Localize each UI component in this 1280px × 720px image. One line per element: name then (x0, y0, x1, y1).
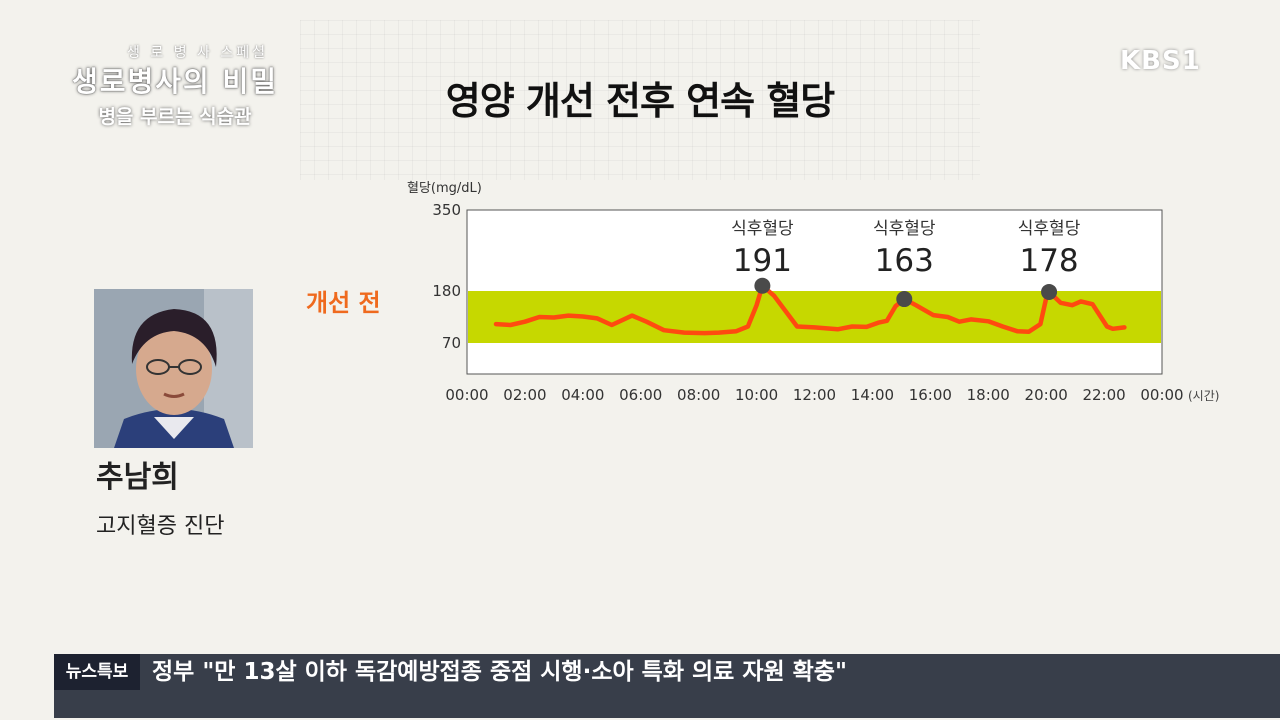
peak-annotation-value-1: 163 (875, 243, 934, 279)
x-tick-label-6: 12:00 (793, 386, 836, 404)
x-tick-label-8: 16:00 (909, 386, 952, 404)
page-title: 영양 개선 전후 연속 혈당 (445, 79, 836, 123)
y-axis-label: 혈당(mg/dL) (407, 181, 482, 196)
y-tick-label-2: 70 (442, 334, 461, 352)
show-logo: 생 로 병 사 스페셜 생로병사의 비밀 병을 부르는 식습관 (70, 42, 280, 129)
person-diagnosis: 고지혈증 진단 (96, 514, 225, 539)
peak-annotation-value-2: 178 (1019, 243, 1078, 279)
person-name: 추남희 (96, 460, 179, 495)
show-logo-title: 생로병사의 비밀 (71, 65, 279, 98)
peak-marker-0 (754, 277, 771, 294)
x-tick-label-0: 00:00 (445, 386, 488, 404)
peak-annotation-label-1: 식후혈당 (873, 219, 936, 239)
x-tick-label-4: 08:00 (677, 386, 720, 404)
person-portrait-icon (94, 289, 253, 448)
x-axis-unit-label: (시간) (1188, 389, 1219, 403)
x-tick-label-1: 02:00 (503, 386, 546, 404)
peak-marker-1 (896, 291, 913, 308)
x-tick-label-7: 14:00 (851, 386, 894, 404)
peak-annotation-label-0: 식후혈당 (731, 219, 794, 239)
phase-label: 개선 전 (306, 289, 381, 317)
ticker-text: 정부 "만 13살 이하 독감예방접종 중점 시행·소아 특화 의료 자원 확충… (152, 659, 847, 685)
peak-annotation-label-2: 식후혈당 (1018, 219, 1081, 239)
channel-logo: KBS1 (1120, 46, 1201, 76)
person-photo (94, 289, 253, 448)
y-tick-label-1: 180 (432, 282, 461, 300)
x-tick-label-5: 10:00 (735, 386, 778, 404)
ticker-label: 뉴스특보 (54, 654, 140, 690)
x-tick-label-3: 06:00 (619, 386, 662, 404)
show-logo-subtitle: 병을 부르는 식습관 (98, 106, 252, 128)
x-tick-label-12: 00:00 (1140, 386, 1183, 404)
peak-annotation-value-0: 191 (733, 243, 792, 279)
show-logo-top: 생 로 병 사 스페셜 (127, 45, 268, 61)
news-ticker: 뉴스특보 정부 "만 13살 이하 독감예방접종 중점 시행·소아 특화 의료 … (54, 654, 1280, 718)
x-tick-label-9: 18:00 (967, 386, 1010, 404)
x-tick-label-10: 20:00 (1025, 386, 1068, 404)
y-tick-label-0: 350 (432, 201, 461, 219)
x-tick-label-11: 22:00 (1082, 386, 1125, 404)
title-background-grid (300, 20, 980, 180)
peak-marker-2 (1041, 283, 1058, 300)
x-tick-label-2: 04:00 (561, 386, 604, 404)
